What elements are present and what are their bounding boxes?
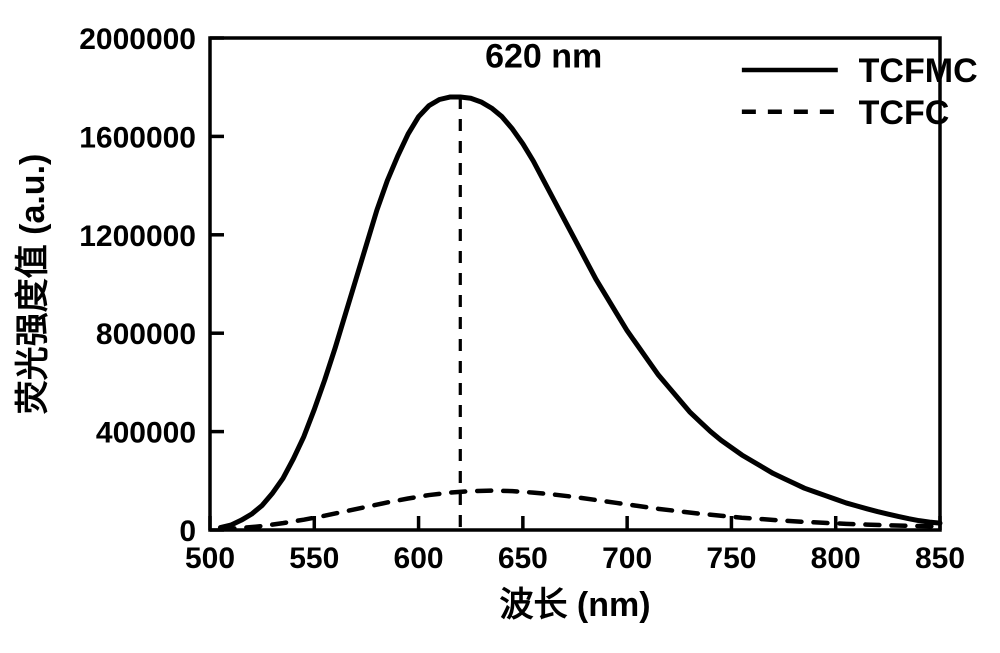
y-tick-label: 400000	[96, 417, 196, 450]
x-tick-label: 600	[394, 542, 444, 575]
legend-label: TCFC	[859, 94, 950, 132]
y-axis-label: 荧光强度值 (a.u.)	[14, 154, 52, 415]
x-tick-label: 700	[602, 542, 652, 575]
x-tick-label: 750	[706, 542, 756, 575]
x-tick-label: 550	[289, 542, 339, 575]
y-tick-label: 800000	[96, 318, 196, 351]
x-tick-label: 850	[915, 542, 965, 575]
fluorescence-chart: 5005506006507007508008500400000800000120…	[0, 0, 1000, 653]
x-axis-label: 波长 (nm)	[499, 586, 650, 624]
y-tick-label: 2000000	[79, 23, 196, 56]
peak-annotation: 620 nm	[485, 38, 602, 76]
y-tick-label: 1600000	[79, 121, 196, 154]
x-tick-label: 800	[811, 542, 861, 575]
legend-label: TCFMC	[859, 52, 978, 90]
y-tick-label: 0	[179, 515, 196, 548]
y-tick-label: 1200000	[79, 220, 196, 253]
x-tick-label: 650	[498, 542, 548, 575]
